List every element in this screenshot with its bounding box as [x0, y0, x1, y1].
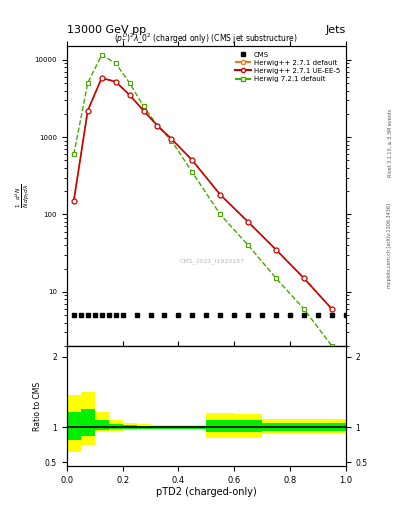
X-axis label: pTD2 (charged-only): pTD2 (charged-only) — [156, 487, 257, 498]
Text: Jets: Jets — [325, 25, 346, 35]
Y-axis label: $\frac{1}{N}\frac{d^2N}{dp_T d\lambda}$: $\frac{1}{N}\frac{d^2N}{dp_T d\lambda}$ — [14, 184, 32, 208]
Text: 13000 GeV pp: 13000 GeV pp — [67, 25, 146, 35]
Y-axis label: Ratio to CMS: Ratio to CMS — [33, 381, 42, 431]
Title: $(p_T^D)^2\lambda\_0^2$ (charged only) (CMS jet substructure): $(p_T^D)^2\lambda\_0^2$ (charged only) (… — [114, 31, 298, 46]
Text: mcplots.cern.ch [arXiv:1306.3436]: mcplots.cern.ch [arXiv:1306.3436] — [387, 203, 392, 288]
Text: Rivet 3.1.10, ≥ 3.3M events: Rivet 3.1.10, ≥ 3.3M events — [387, 109, 392, 178]
Legend: CMS, Herwig++ 2.7.1 default, Herwig++ 2.7.1 UE-EE-5, Herwig 7.2.1 default: CMS, Herwig++ 2.7.1 default, Herwig++ 2.… — [233, 50, 342, 84]
Text: CMS_2021_I1920187: CMS_2021_I1920187 — [180, 258, 244, 264]
